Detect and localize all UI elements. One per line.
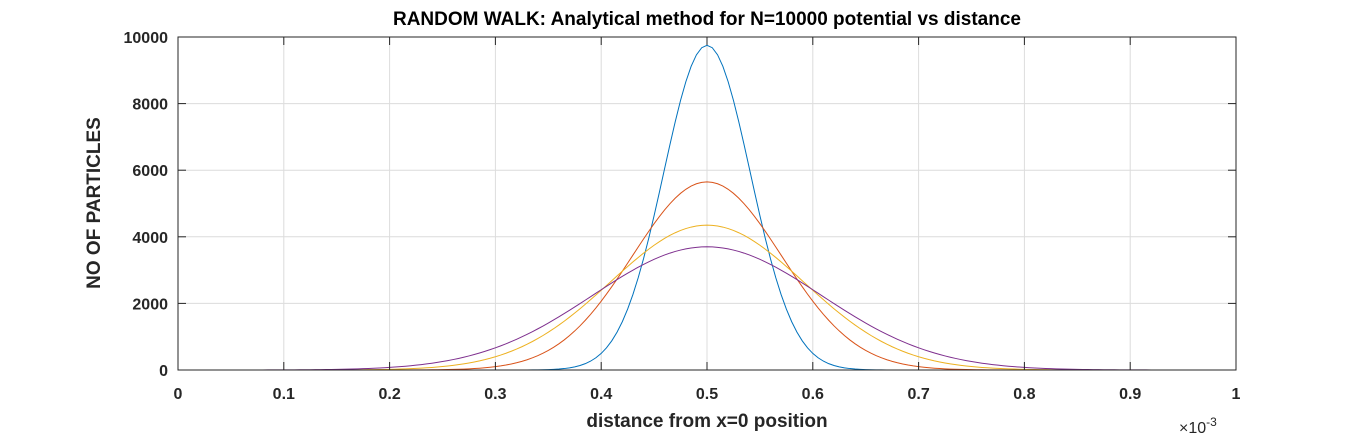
x-tick-label: 0 [174,386,183,403]
x-tick-label: 0.8 [1013,386,1035,403]
y-tick-label: 2000 [132,296,168,313]
chart-title: RANDOM WALK: Analytical method for N=100… [393,9,1021,30]
y-tick-label: 6000 [132,163,168,180]
x-tick-label: 0.4 [590,386,612,403]
x-tick-label: 0.3 [484,386,506,403]
x-exponent-base: ×10 [1179,420,1206,437]
x-axis-label: distance from x=0 position [586,411,827,432]
series-line-4 [178,246,1236,371]
x-tick-label: 0.1 [273,386,295,403]
y-tick-label: 8000 [132,97,168,114]
x-exponent-multiplier: ×10-3 [1179,415,1217,437]
y-tick-label: 0 [159,363,168,380]
x-exponent-power: -3 [1206,415,1217,429]
x-tick-label: 0.6 [802,386,824,403]
x-tick-label: 0.2 [378,386,400,403]
y-tick-labels: 0 2000 4000 6000 8000 10000 [124,30,169,380]
x-tick-label: 0.5 [696,386,718,403]
tick-marks [177,36,1237,371]
x-tick-label: 1 [1232,386,1241,403]
x-tick-label: 0.7 [907,386,929,403]
y-axis-label: NO OF PARTICLES [84,117,105,289]
y-tick-label: 4000 [132,230,168,247]
x-tick-label: 0.9 [1119,386,1141,403]
x-tick-labels: 0 0.1 0.2 0.3 0.4 0.5 0.6 0.7 0.8 0.9 1 [174,386,1241,403]
y-tick-label: 10000 [124,30,169,47]
